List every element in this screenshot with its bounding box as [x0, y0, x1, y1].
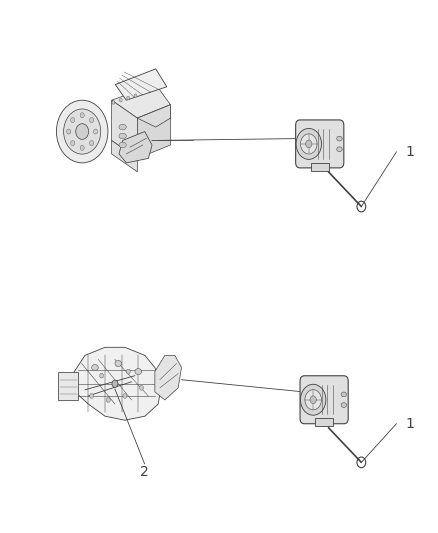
Ellipse shape — [337, 147, 342, 152]
Circle shape — [296, 128, 321, 159]
Text: 1: 1 — [405, 417, 414, 431]
Ellipse shape — [119, 133, 126, 139]
Polygon shape — [119, 132, 152, 163]
Ellipse shape — [119, 124, 126, 130]
Circle shape — [67, 129, 71, 134]
Ellipse shape — [135, 369, 141, 375]
Circle shape — [71, 141, 75, 146]
Circle shape — [140, 385, 144, 390]
Polygon shape — [112, 141, 138, 172]
Ellipse shape — [119, 142, 126, 148]
Circle shape — [99, 373, 104, 378]
Ellipse shape — [337, 136, 342, 141]
Polygon shape — [112, 100, 138, 158]
Circle shape — [123, 393, 127, 398]
Circle shape — [80, 146, 84, 150]
Circle shape — [90, 141, 94, 146]
Circle shape — [134, 94, 137, 98]
Circle shape — [57, 100, 108, 163]
Circle shape — [112, 101, 115, 104]
Circle shape — [119, 99, 122, 102]
Text: 1: 1 — [405, 145, 414, 159]
Ellipse shape — [115, 360, 122, 367]
Circle shape — [305, 390, 321, 410]
Text: 2: 2 — [140, 465, 149, 479]
FancyBboxPatch shape — [300, 376, 348, 424]
Circle shape — [93, 129, 98, 134]
Polygon shape — [115, 69, 167, 100]
Circle shape — [64, 109, 101, 154]
Circle shape — [90, 117, 94, 123]
FancyBboxPatch shape — [296, 120, 344, 168]
Ellipse shape — [341, 392, 346, 397]
Circle shape — [306, 140, 312, 148]
Circle shape — [106, 398, 110, 402]
Circle shape — [300, 384, 326, 415]
Circle shape — [127, 96, 130, 100]
Bar — [58, 372, 78, 400]
Circle shape — [90, 393, 94, 398]
Circle shape — [126, 369, 130, 374]
Circle shape — [71, 117, 75, 123]
Polygon shape — [138, 104, 170, 158]
Polygon shape — [315, 418, 333, 426]
Polygon shape — [112, 85, 170, 118]
Polygon shape — [155, 356, 181, 400]
Ellipse shape — [341, 403, 346, 407]
Circle shape — [300, 134, 317, 154]
Circle shape — [310, 396, 316, 403]
Ellipse shape — [92, 365, 98, 370]
Circle shape — [112, 380, 118, 387]
Circle shape — [80, 113, 84, 118]
Polygon shape — [311, 163, 328, 171]
Circle shape — [76, 124, 88, 140]
Polygon shape — [138, 104, 170, 127]
Polygon shape — [72, 348, 162, 420]
